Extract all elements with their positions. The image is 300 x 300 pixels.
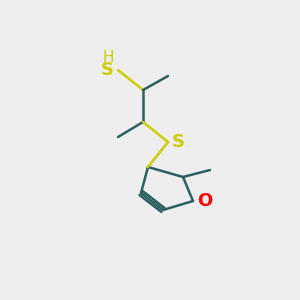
Text: O: O	[197, 192, 212, 210]
Text: H: H	[103, 50, 114, 64]
Text: S: S	[172, 133, 185, 151]
Text: S: S	[101, 61, 114, 79]
